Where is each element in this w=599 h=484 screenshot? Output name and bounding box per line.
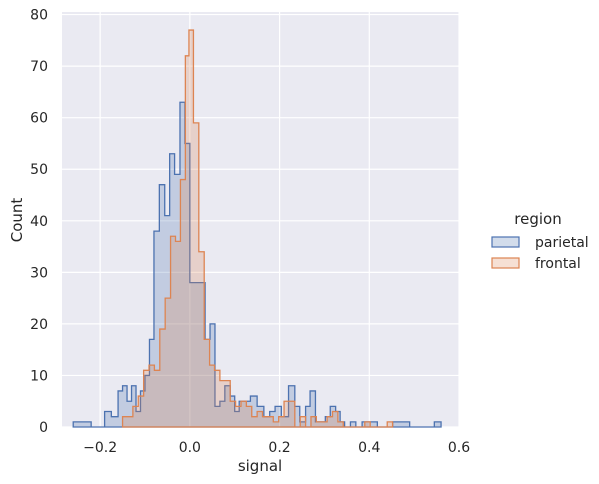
y-tick-label: 10 xyxy=(30,368,48,384)
legend-title: region xyxy=(514,210,561,228)
series-layer xyxy=(72,29,442,428)
x-tick-label: −0.2 xyxy=(83,440,117,456)
x-tick-label: 0.6 xyxy=(448,440,470,456)
legend-label-frontal: frontal xyxy=(535,256,581,272)
legend-swatch-frontal xyxy=(491,257,520,269)
histogram-series-frontal xyxy=(121,29,394,428)
x-tick-label: 0.2 xyxy=(268,440,290,456)
y-tick-label: 0 xyxy=(39,420,48,436)
x-axis-label: signal xyxy=(238,457,282,475)
y-tick-label: 40 xyxy=(30,214,48,230)
legend-swatch-parietal xyxy=(491,236,520,248)
y-tick-label: 70 xyxy=(30,59,48,75)
x-tick-labels: −0.2 0.0 0.2 0.4 0.6 xyxy=(83,440,470,456)
x-tick-label: 0.0 xyxy=(179,440,201,456)
histogram-series-parietal xyxy=(72,101,442,428)
y-tick-label: 80 xyxy=(30,8,48,24)
x-tick-label: 0.4 xyxy=(358,440,380,456)
y-tick-labels: 0 10 20 30 40 50 60 70 80 xyxy=(30,8,48,436)
legend: region parietal frontal xyxy=(491,210,589,272)
gridlines xyxy=(62,12,460,428)
plot-background xyxy=(62,12,459,427)
y-axis-label: Count xyxy=(8,198,26,243)
y-tick-label: 50 xyxy=(30,162,48,178)
y-tick-label: 30 xyxy=(30,265,48,281)
y-tick-label: 60 xyxy=(30,111,48,127)
y-tick-label: 20 xyxy=(30,317,48,333)
legend-label-parietal: parietal xyxy=(535,235,589,251)
